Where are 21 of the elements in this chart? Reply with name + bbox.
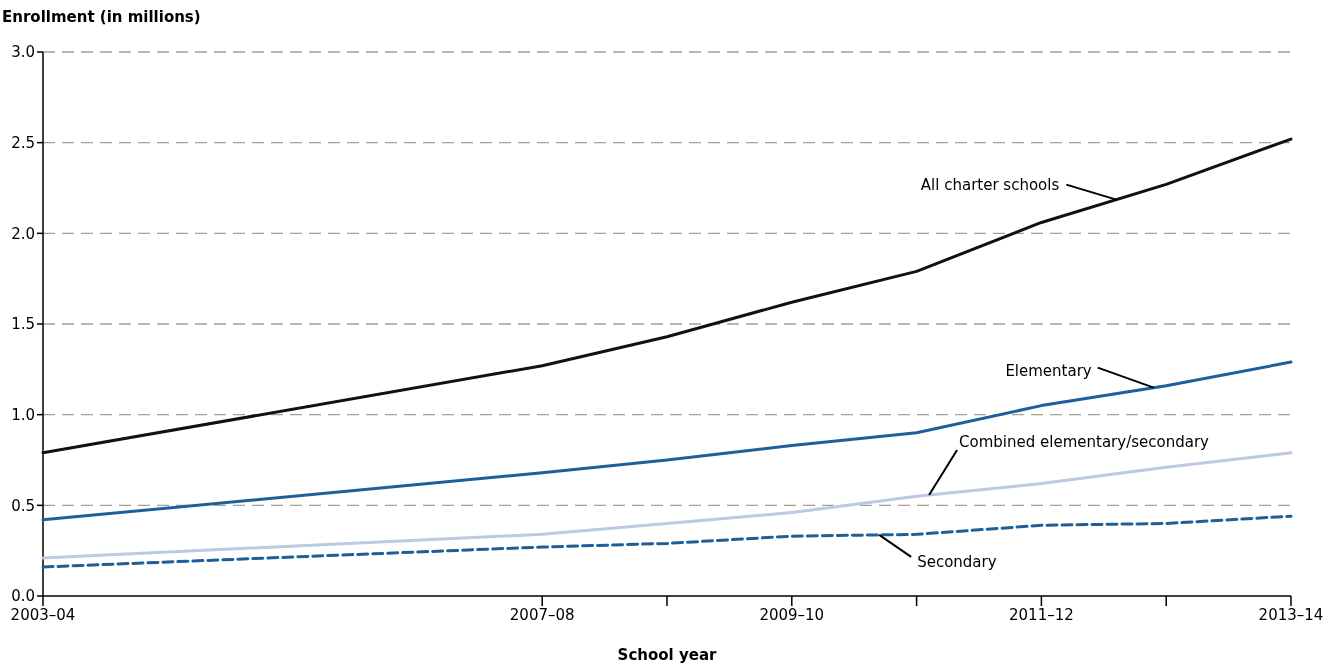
x-tick-label: 2009–10 (759, 606, 825, 624)
y-tick-label: 0.5 (11, 496, 35, 515)
series-label: All charter schools (920, 175, 1060, 194)
x-axis-title: School year (617, 646, 718, 664)
x-tick-label: 2007–08 (509, 606, 575, 624)
y-tick-label: 2.5 (11, 133, 35, 152)
x-tick-label: 2003–04 (10, 606, 76, 624)
y-tick-label: 1.0 (11, 405, 35, 424)
series-label: Combined elementary/secondary (959, 433, 1210, 451)
y-tick-label: 1.5 (11, 315, 35, 334)
x-tick-label: 2013–14 (1258, 606, 1324, 624)
line-series (41, 137, 1293, 455)
y-tick-label: 2.0 (11, 224, 35, 243)
y-axis-title: Enrollment (in millions) (2, 8, 201, 26)
y-tick-label: 0.0 (11, 587, 35, 606)
y-tick-label: 3.0 (11, 43, 35, 62)
x-tick-label: 2011–12 (1009, 606, 1074, 624)
series-label: Secondary (917, 552, 997, 571)
line-series (41, 360, 1293, 522)
series-label: Elementary (1005, 361, 1092, 380)
line-series (41, 514, 1293, 569)
